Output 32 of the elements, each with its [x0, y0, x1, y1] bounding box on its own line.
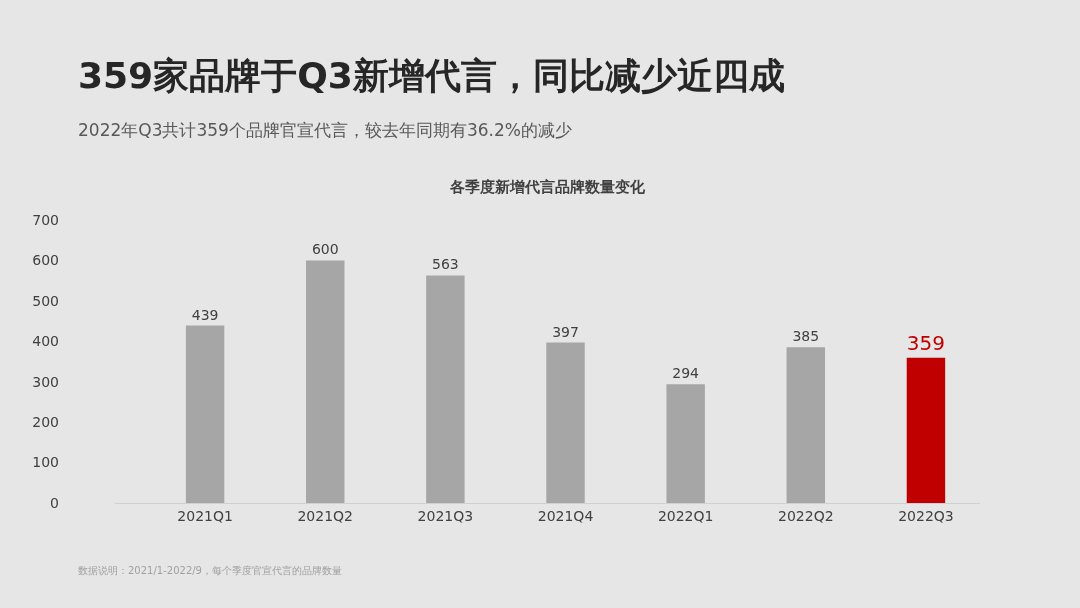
- data-label: 359: [906, 330, 946, 355]
- y-tick-label: 700: [32, 211, 59, 228]
- data-label: 563: [432, 256, 459, 273]
- y-tick-label: 600: [32, 252, 59, 269]
- bar: [306, 260, 345, 503]
- bar: [546, 342, 585, 503]
- y-tick-label: 0: [50, 494, 59, 511]
- x-tick-label: 2021Q2: [297, 507, 354, 524]
- data-label: 385: [792, 328, 820, 345]
- chart-subtitle: 2022年Q3共计359个品牌官宣代言，较去年同期有36.2%的减少: [78, 120, 572, 140]
- bar: [786, 347, 826, 503]
- y-tick-label: 300: [32, 373, 59, 390]
- data-label: 439: [191, 306, 219, 323]
- x-tick-label: 2022Q2: [778, 507, 834, 524]
- data-label: 294: [672, 365, 700, 382]
- bar: [185, 325, 225, 503]
- x-tick-label: 2021Q4: [537, 507, 594, 524]
- y-tick-label: 200: [32, 414, 59, 431]
- y-tick-label: 100: [32, 454, 59, 471]
- chart-title: 359家品牌于Q3新增代言，同比减少近四成: [78, 55, 785, 96]
- bar: [666, 384, 705, 503]
- y-tick-label: 500: [32, 292, 59, 309]
- y-tick-label: 400: [32, 333, 59, 350]
- x-tick-label: 2022Q3: [898, 507, 954, 524]
- bar: [426, 275, 465, 503]
- text: 各季度新增代言品牌数量变化: [449, 178, 646, 196]
- x-tick-label: 2022Q1: [657, 507, 714, 524]
- x-tick-label: 2021Q3: [417, 507, 474, 524]
- data-label: 397: [552, 323, 579, 340]
- bar: [906, 357, 946, 503]
- x-tick-label: 2021Q1: [177, 507, 233, 524]
- data-label: 600: [311, 241, 339, 258]
